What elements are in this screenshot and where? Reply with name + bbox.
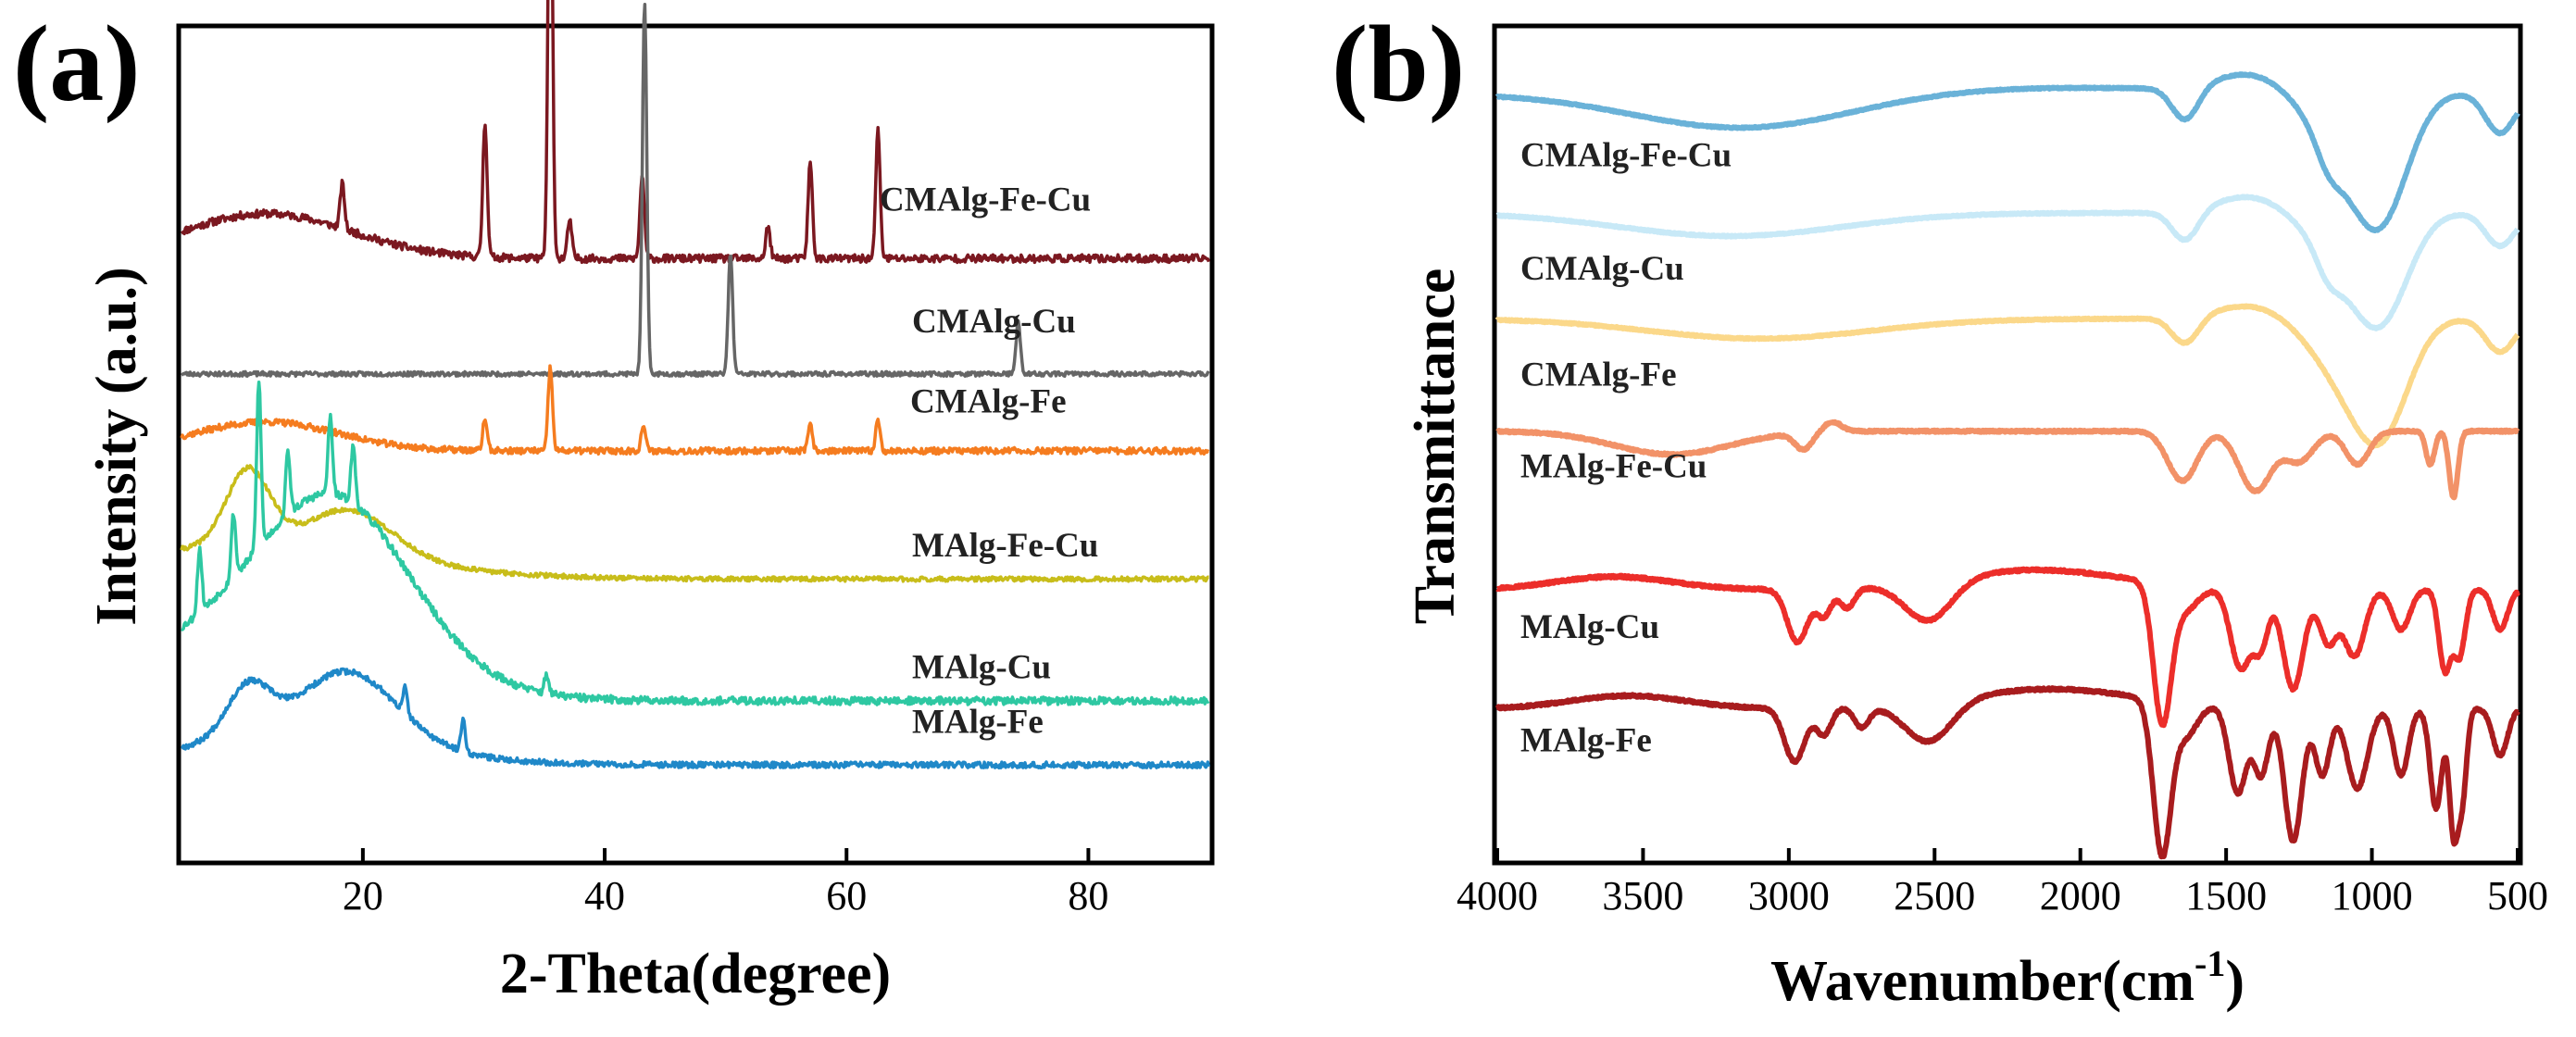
xrd-curve-cmalg-fe — [180, 364, 1210, 456]
xrd-curve-malg-fe — [180, 667, 1211, 770]
ftir-x-tick-label: 1500 — [2185, 873, 2267, 918]
panel-b-x-axis-title-tail: ) — [2225, 950, 2245, 1013]
panel-a-letter: (a) — [13, 3, 141, 124]
ftir-curve-malg-fe-cu — [1494, 419, 2520, 501]
xrd-x-tick-label: 80 — [1068, 873, 1108, 918]
ftir-x-tick-label: 1000 — [2332, 873, 2413, 918]
panel-a-y-axis-title: Intensity (a.u.) — [85, 267, 148, 626]
ftir-curve-cmalg-fe-cu — [1494, 71, 2520, 233]
ftir-label-cmalg-fe: CMAlg-Fe — [1520, 356, 1677, 394]
ftir-x-tick-label: 3000 — [1748, 873, 1830, 918]
ftir-curve-cmalg-fe — [1494, 303, 2520, 449]
panel-a-x-axis-title: 2-Theta(degree) — [500, 943, 891, 1006]
panel-b-y-axis-title: Transmittance — [1404, 269, 1467, 625]
panel-a-xrd: (a) 20 40 60 80 CMAlg-Fe-CuCMAlg-CuCMAlg-Fe… — [13, 0, 1215, 1006]
ftir-curve-malg-fe — [1494, 685, 2520, 860]
ftir-x-tick-label: 4000 — [1457, 873, 1538, 918]
xrd-label-cmalg-cu: CMAlg-Cu — [912, 303, 1076, 341]
panel-b-frame — [1492, 23, 2523, 866]
panel-b-curves — [1494, 71, 2520, 860]
panel-b-letter: (b) — [1332, 3, 1465, 124]
ftir-label-malg-fe: MAlg-Fe — [1520, 722, 1652, 760]
xrd-label-malg-cu: MAlg-Cu — [912, 649, 1051, 687]
panel-b-x-axis-title-main: Wavenumber(cm — [1770, 950, 2195, 1013]
xrd-x-tick-label: 40 — [584, 873, 625, 918]
xrd-x-tick-label: 20 — [343, 873, 383, 918]
xrd-curve-malg-fe-cu — [180, 464, 1210, 583]
panel-a-x-ticks: 20 40 60 80 — [343, 848, 1108, 918]
panel-b-series-labels: CMAlg-Fe-Cu CMAlg-Cu CMAlg-Fe MAlg-Fe-Cu MAl… — [1520, 136, 1732, 759]
ftir-x-tick-label: 2000 — [2040, 873, 2121, 918]
xrd-label-malg-fe-cu: MAlg-Fe-Cu — [912, 527, 1098, 565]
panel-a-series-labels: CMAlg-Fe-Cu CMAlg-Cu CMAlg-Fe MAlg-Fe-Cu MAl… — [880, 181, 1098, 741]
ftir-label-malg-cu: MAlg-Cu — [1520, 608, 1659, 646]
xrd-label-cmalg-fe: CMAlg-Fe — [910, 382, 1067, 420]
panel-b-x-axis-title-sup: -1 — [2195, 943, 2225, 984]
ftir-curve-malg-cu — [1494, 566, 2520, 729]
xrd-label-malg-fe: MAlg-Fe — [912, 704, 1044, 742]
ftir-x-tick-label: 2500 — [1894, 873, 1975, 918]
xrd-label-cmalg-fe-cu: CMAlg-Fe-Cu — [880, 181, 1091, 219]
xrd-curve-cmalg-cu — [181, 2, 1210, 379]
ftir-label-cmalg-fe-cu: CMAlg-Fe-Cu — [1520, 136, 1732, 174]
panel-b-ftir: (b) 4000 3500 3000 2500 2000 1500 1000 500 CMAl… — [1332, 3, 2548, 1013]
panel-b-x-ticks: 4000 3500 3000 2500 2000 1500 1000 500 — [1457, 848, 2548, 918]
panel-a-curves — [180, 0, 1211, 770]
xrd-curve-cmalg-fe-cu — [181, 0, 1211, 265]
panel-b-x-axis-title: Wavenumber(cm-1) — [1770, 943, 2245, 1013]
panel-a-frame — [176, 23, 1215, 866]
ftir-curve-cmalg-cu — [1494, 194, 2520, 331]
ftir-label-cmalg-cu: CMAlg-Cu — [1520, 250, 1684, 288]
ftir-label-malg-fe-cu: MAlg-Fe-Cu — [1520, 448, 1707, 486]
xrd-curve-malg-cu — [181, 381, 1210, 706]
xrd-x-tick-label: 60 — [826, 873, 867, 918]
ftir-x-tick-label: 500 — [2487, 873, 2548, 918]
ftir-x-tick-label: 3500 — [1602, 873, 1683, 918]
